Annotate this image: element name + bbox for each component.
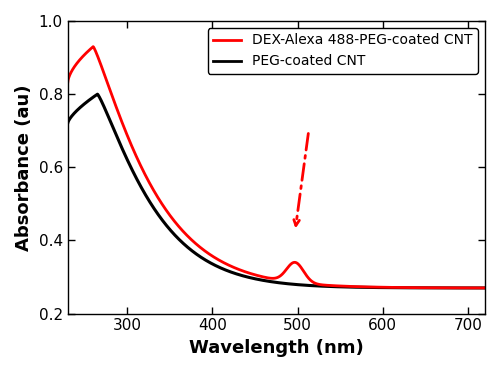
- DEX-Alexa 488-PEG-coated CNT: [64, 81, 70, 86]
- PEG-coated CNT: [470, 286, 476, 290]
- DEX-Alexa 488-PEG-coated CNT: [394, 285, 400, 290]
- Y-axis label: Absorbance (au): Absorbance (au): [15, 84, 33, 250]
- PEG-coated CNT: [470, 286, 476, 290]
- PEG-coated CNT: [268, 279, 274, 284]
- DEX-Alexa 488-PEG-coated CNT: [470, 286, 476, 290]
- DEX-Alexa 488-PEG-coated CNT: [90, 44, 96, 49]
- DEX-Alexa 488-PEG-coated CNT: [256, 274, 262, 278]
- PEG-coated CNT: [394, 285, 400, 290]
- DEX-Alexa 488-PEG-coated CNT: [268, 276, 274, 280]
- DEX-Alexa 488-PEG-coated CNT: [86, 48, 92, 52]
- PEG-coated CNT: [482, 286, 488, 290]
- PEG-coated CNT: [94, 92, 100, 96]
- Legend: DEX-Alexa 488-PEG-coated CNT, PEG-coated CNT: DEX-Alexa 488-PEG-coated CNT, PEG-coated…: [208, 28, 478, 74]
- PEG-coated CNT: [256, 278, 262, 282]
- DEX-Alexa 488-PEG-coated CNT: [470, 286, 476, 290]
- PEG-coated CNT: [64, 121, 70, 126]
- Line: PEG-coated CNT: PEG-coated CNT: [68, 94, 485, 288]
- X-axis label: Wavelength (nm): Wavelength (nm): [189, 339, 364, 357]
- PEG-coated CNT: [86, 98, 92, 103]
- Line: DEX-Alexa 488-PEG-coated CNT: DEX-Alexa 488-PEG-coated CNT: [68, 46, 485, 288]
- DEX-Alexa 488-PEG-coated CNT: [482, 286, 488, 290]
